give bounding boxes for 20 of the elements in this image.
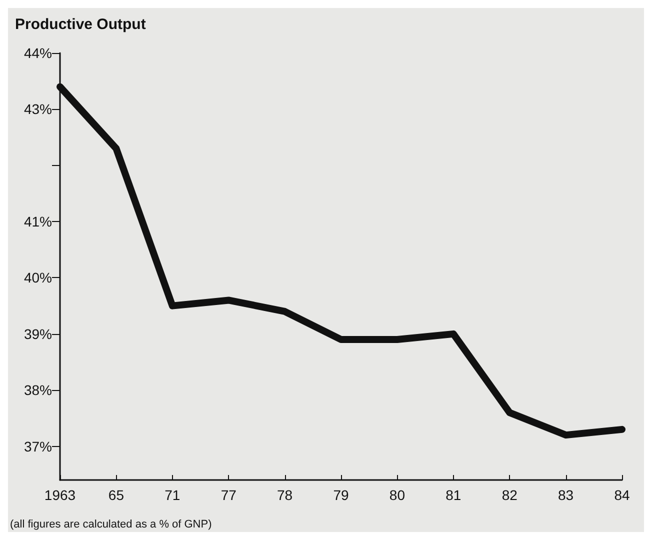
chart-title: Productive Output: [15, 16, 146, 33]
x-tick-label: 78: [277, 487, 293, 503]
x-tick-label: 65: [108, 487, 124, 503]
y-tick-label: 39%: [24, 326, 52, 342]
x-tick-label: 82: [502, 487, 518, 503]
text: (all figures are calculated as a % of GNP): [10, 518, 212, 530]
x-tick-label: 81: [446, 487, 462, 503]
y-tick-label: 37%: [24, 438, 52, 454]
x-tick-label: 71: [164, 487, 180, 503]
x-tick-label: 83: [558, 487, 574, 503]
y-tick-label: 43%: [24, 101, 52, 118]
y-tick-label: 38%: [24, 382, 52, 398]
y-tick-label: 41%: [24, 214, 52, 230]
x-tick-label: 79: [333, 487, 349, 503]
x-tick-label: 84: [614, 487, 630, 503]
y-tick-label: 44%: [24, 45, 52, 61]
y-tick-label: 40%: [24, 270, 52, 286]
x-tick-label: 1963: [44, 487, 76, 503]
x-tick-label: 77: [220, 487, 237, 503]
x-tick-label: 80: [389, 487, 406, 503]
